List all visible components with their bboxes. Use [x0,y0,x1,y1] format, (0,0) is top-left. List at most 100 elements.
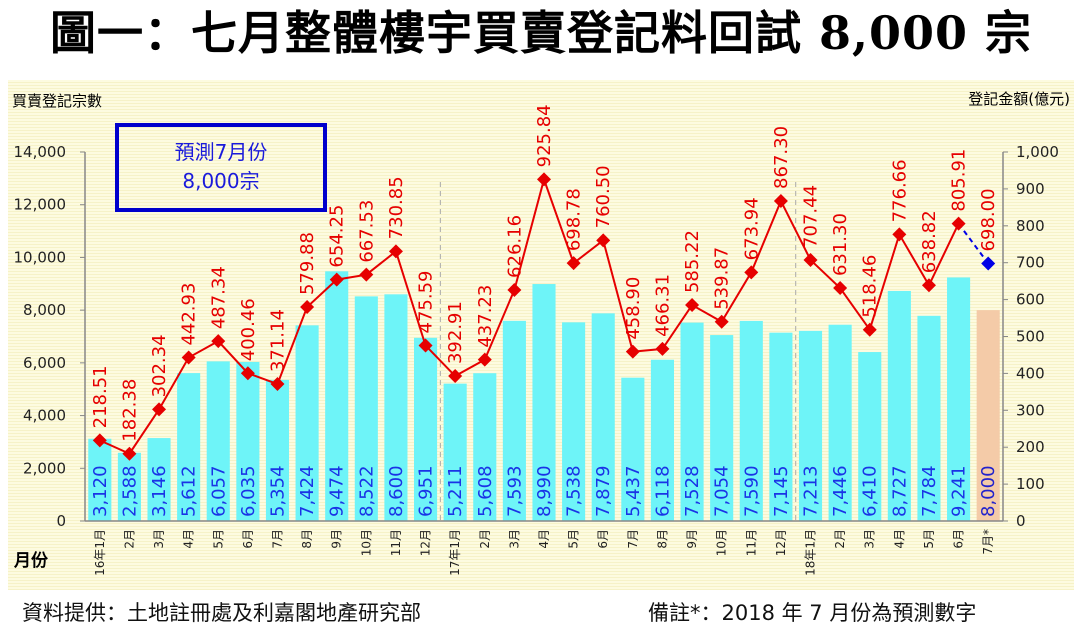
category-label: 9月 [330,529,344,549]
annotation-box-frame [115,123,327,212]
bar-value-label: 7,528 [682,465,703,517]
bar [917,315,941,521]
bar-value-label: 6,057 [208,465,229,517]
category-label: 7月* [981,529,995,555]
line-marker [181,350,196,365]
line-value-label: 638.82 [919,210,940,273]
bar [265,379,290,521]
bar-value-label: 2,588 [119,465,140,517]
line-path [99,175,960,455]
category-label: 11月 [744,529,758,556]
right-tick-label: 700 [1016,254,1045,272]
line-marker [448,369,463,384]
bar [354,296,378,521]
bar-value-label: 7,538 [564,465,585,517]
line-value-label: 218.51 [90,365,111,428]
bar-value-label: 8,600 [386,465,407,517]
line-marker [833,281,848,296]
line-value-label: 698.00 [978,188,999,251]
line-marker [685,298,700,313]
bar [947,277,971,521]
bar [295,325,319,521]
line-value-label: 776.66 [889,159,910,222]
line-marker [300,300,315,315]
bar [473,373,497,521]
bar-value-label: 8,000 [978,465,999,517]
line-marker [803,252,818,267]
left-tick-label: 8,000 [23,301,66,319]
category-label: 7月 [626,529,640,549]
category-label: 3月 [863,529,877,549]
annotation-line2: 8,000宗 [182,169,259,193]
bar [710,335,734,521]
line-marker [566,256,581,271]
right-tick-label: 300 [1016,401,1045,419]
category-label: 3月 [152,529,166,549]
category-label: 3月 [507,529,521,549]
line-marker [951,216,966,231]
line-marker [388,244,403,259]
category-label: 2月 [833,529,847,549]
bar-value-label: 6,035 [238,465,259,517]
line-marker [359,267,374,282]
category-label: 10月 [715,529,729,556]
bar [591,313,615,521]
right-tick-label: 0 [1016,512,1026,530]
category-label: 2月 [478,529,492,549]
line-value-label: 400.46 [238,298,259,361]
line-value-label: 392.91 [445,301,466,364]
line-marker [862,322,877,337]
bar [769,332,793,521]
bar [443,383,467,521]
category-label: 4月 [537,529,551,549]
bar-value-label: 8,727 [889,465,910,517]
line-marker [981,256,996,271]
bar [88,438,112,521]
line-marker [507,282,522,297]
bar-value-label: 7,424 [297,465,318,517]
left-tick-label: 12,000 [14,196,67,214]
category-label: 6月 [596,529,610,549]
line-marker [744,265,759,280]
bar [117,452,141,521]
line-value-label: 867.30 [771,126,792,189]
right-tick-label: 800 [1016,217,1045,235]
left-tick-label: 0 [56,512,66,530]
line-marker [418,338,433,353]
category-label: 5月 [922,529,936,549]
bar [236,361,260,521]
source-note: 資料提供：土地註冊處及利嘉閣地產研究部 [22,601,421,625]
category-label: 5月 [567,529,581,549]
category-label: 7月 [270,529,284,549]
line-marker [329,272,344,287]
bar-value-label: 7,879 [593,465,614,517]
bar [858,352,882,521]
line-value-label: 182.38 [119,379,140,442]
line-marker [122,446,137,461]
annotation-box: 預測7月份 8,000宗 [115,123,327,212]
right-tick-label: 100 [1016,475,1045,493]
bar-value-label: 5,437 [623,465,644,517]
line-marker [714,314,729,329]
bar-value-label: 7,213 [801,465,822,517]
line-value-label: 371.14 [267,309,288,372]
annotation-line1: 預測7月份 [175,140,268,164]
bar [206,361,230,521]
line-marker [211,334,226,349]
left-tick-label: 2,000 [23,459,66,477]
line-value-label: 585.22 [682,230,703,293]
bar-value-label: 5,612 [179,465,200,517]
bar-value-label: 3,120 [90,465,111,517]
bar [976,310,1000,521]
left-tick-label: 14,000 [14,143,67,161]
right-tick-label: 200 [1016,438,1045,456]
line-value-label: 760.50 [593,165,614,228]
bar-value-label: 5,211 [445,465,466,517]
x-axis-title: 月份 [13,550,49,571]
line-value-label: 437.23 [475,285,496,348]
bar [798,330,823,521]
bar-value-label: 9,474 [327,465,348,517]
forecast-note: 備註*：2018 年 7 月份為預測數字 [648,601,977,625]
bar-value-label: 5,354 [267,465,288,517]
